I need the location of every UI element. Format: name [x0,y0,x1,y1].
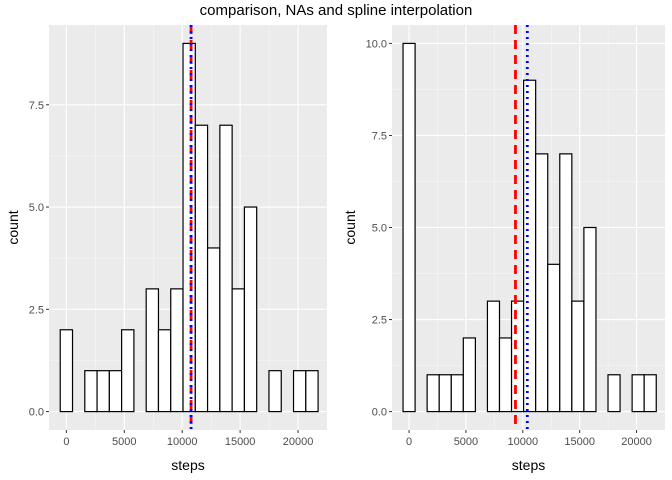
histogram-bar [547,263,561,413]
histogram-bar [462,337,476,413]
histogram-left: 0 5000 10000 15000 20000 0.0 2.5 5.0 7.5 steps cou… [5,25,327,473]
histogram-bar [292,370,307,413]
histogram-bar [108,370,123,413]
x-tick-label: 0 [63,436,69,448]
histogram-bar [426,374,440,413]
histogram-bar [157,329,172,413]
chart-title: comparison, NAs and spline interpolation [199,2,473,19]
y-tick-label: 0.0 [29,407,44,419]
histogram-bar [438,374,452,413]
x-tick-label: 15000 [225,436,256,448]
histogram-bar [121,329,135,413]
histogram-bar [194,124,209,413]
y-tick-label: 7.5 [372,130,387,142]
histogram-bar [571,300,585,413]
y-tick-label: 5.0 [29,202,44,214]
histogram-bar [268,370,282,413]
x-tick-label: 5000 [112,436,136,448]
x-tick-label: 0 [406,436,412,448]
histogram-bar [170,288,184,413]
x-axis-title: steps [512,457,545,473]
x-tick-label: 10000 [167,436,198,448]
histogram-bar [59,329,74,413]
x-axis-title: steps [171,457,204,473]
histogram-bar [559,153,573,413]
histogram-bar [206,247,221,413]
y-tick-label: 7.5 [29,100,44,112]
histogram-bar [498,337,513,413]
histogram-bar [535,153,549,413]
x-tick-label: 5000 [454,436,478,448]
y-tick-label: 0.0 [372,407,387,419]
histogram-bar [607,374,621,413]
histogram-bar [643,374,657,413]
histogram-bar [450,374,464,413]
histogram-right: 0 5000 10000 15000 20000 0.0 2.5 5.0 7.5 10.0 step… [342,25,665,473]
x-tick-label: 20000 [621,436,652,448]
histogram-bar [231,288,246,413]
histogram-bar [402,42,416,413]
histogram-bar [631,374,645,413]
histogram-bar [486,300,501,413]
histogram-bar [305,370,319,413]
histogram-bar [583,226,597,413]
y-tick-label: 2.5 [372,315,387,327]
histogram-bar [219,124,233,413]
histogram-bar [84,370,98,413]
histogram-bar [510,300,525,413]
y-tick-label: 2.5 [29,304,44,316]
x-tick-label: 10000 [508,436,539,448]
x-tick-label: 15000 [564,436,595,448]
y-axis-title: count [342,210,358,244]
histogram-bar [523,79,537,413]
y-tick-label: 10.0 [366,38,387,50]
y-tick-label: 5.0 [372,223,387,235]
y-axis-title: count [5,210,21,244]
histogram-bar [243,206,258,413]
histogram-bar [145,288,160,413]
histogram-bar [182,42,196,413]
histogram-bar [96,370,110,413]
x-tick-label: 20000 [283,436,314,448]
